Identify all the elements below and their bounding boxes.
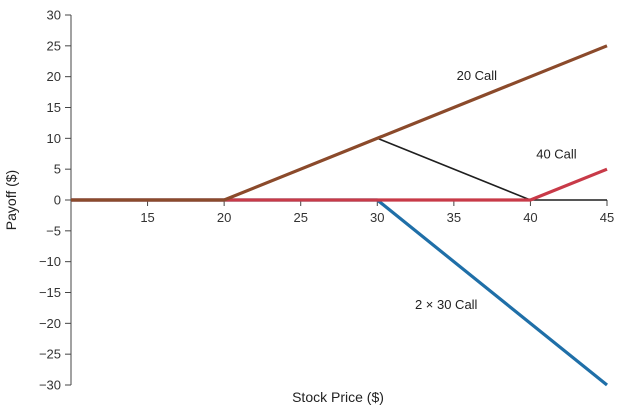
y-tick-label: −15	[39, 285, 61, 300]
y-axis: 30 25 20 15 10 5 0 −5 −10 −15 −20 −25 −30	[39, 8, 72, 393]
40-call-label: 40 Call	[536, 147, 577, 162]
y-tick-label: −30	[39, 378, 61, 393]
y-tick-label: −10	[39, 254, 61, 269]
two-30-call-line	[71, 198, 609, 387]
x-tick-label: 30	[370, 210, 384, 225]
20-call-line	[71, 44, 608, 202]
y-tick-label: 30	[47, 8, 61, 23]
x-tick-label: 35	[447, 210, 461, 225]
y-tick-label: 25	[47, 38, 61, 53]
x-tick-label: 20	[217, 210, 231, 225]
y-tick-label: 15	[47, 100, 61, 115]
y-axis-title: Payoff ($)	[3, 170, 19, 230]
series-lines	[71, 44, 609, 387]
y-tick-label: −25	[39, 347, 61, 362]
series-annotations: 20 Call 40 Call 2 × 30 Call	[415, 68, 577, 312]
y-tick-label: −5	[46, 223, 61, 238]
y-tick-label: 0	[54, 193, 61, 208]
two-30-call-label: 2 × 30 Call	[415, 297, 478, 312]
x-axis-title: Stock Price ($)	[292, 389, 384, 405]
20-call-label: 20 Call	[457, 68, 498, 83]
x-tick-label: 45	[600, 210, 614, 225]
combined-payoff-line	[71, 137, 607, 201]
y-tick-label: 10	[47, 131, 61, 146]
y-tick-label: 20	[47, 69, 61, 84]
y-tick-label: −20	[39, 316, 61, 331]
40-call-line	[71, 167, 608, 202]
x-tick-label: 25	[293, 210, 307, 225]
x-tick-label: 40	[523, 210, 537, 225]
x-tick-label: 15	[140, 210, 154, 225]
y-tick-label: 5	[54, 162, 61, 177]
x-axis: 15 20 25 30 35 40 45	[71, 199, 614, 225]
